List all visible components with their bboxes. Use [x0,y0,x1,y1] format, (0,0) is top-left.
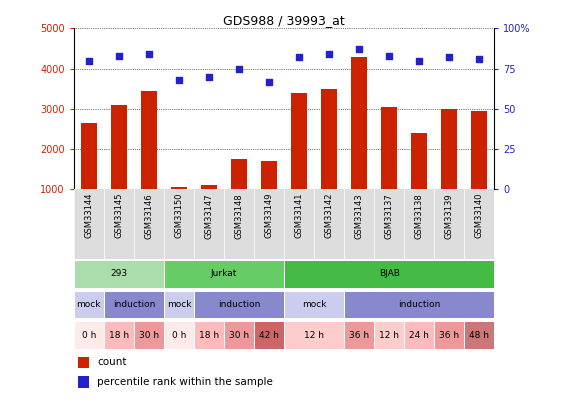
Text: 36 h: 36 h [349,331,369,340]
Text: percentile rank within the sample: percentile rank within the sample [97,377,273,387]
Point [385,53,394,59]
Bar [170,188,187,230]
Text: GSM33143: GSM33143 [354,193,364,239]
Bar [164,322,194,349]
Text: induction: induction [398,300,440,309]
Bar [434,322,464,349]
Bar [441,109,457,230]
Bar [74,291,104,318]
Text: GSM33146: GSM33146 [144,193,153,239]
Point [294,54,303,61]
Bar [284,291,344,318]
Bar [78,356,89,369]
Text: 36 h: 36 h [439,331,459,340]
Bar [291,93,307,230]
Text: 48 h: 48 h [469,331,489,340]
Point [174,77,183,83]
Text: GSM33138: GSM33138 [415,193,424,239]
Bar [321,89,337,230]
Bar [78,376,89,388]
Text: GSM33150: GSM33150 [174,193,183,239]
Text: GSM33149: GSM33149 [265,193,273,239]
Text: induction: induction [112,300,155,309]
Bar [134,322,164,349]
Point [475,56,484,62]
Text: GSM33144: GSM33144 [85,193,93,239]
Text: GSM33141: GSM33141 [295,193,303,239]
Bar [284,260,494,288]
Text: BJAB: BJAB [379,269,399,278]
Bar [111,105,127,230]
Bar [404,322,434,349]
Bar [104,322,134,349]
Text: 0 h: 0 h [172,331,186,340]
Bar [231,159,247,230]
Text: GSM33139: GSM33139 [445,193,454,239]
Bar [104,291,164,318]
Point [445,54,454,61]
Text: 0 h: 0 h [82,331,96,340]
Text: mock: mock [77,300,101,309]
Text: 42 h: 42 h [259,331,279,340]
Text: GSM33145: GSM33145 [114,193,123,239]
Point [114,53,123,59]
Bar [284,322,344,349]
Text: 30 h: 30 h [139,331,159,340]
Point [84,58,93,64]
Bar [141,91,157,230]
Point [324,51,333,58]
Text: 12 h: 12 h [304,331,324,340]
Point [354,46,364,53]
Bar [74,260,164,288]
Bar [344,322,374,349]
Text: GSM33137: GSM33137 [385,193,394,239]
Bar [411,133,427,230]
Point [144,51,153,58]
Text: induction: induction [218,300,260,309]
Bar [344,291,494,318]
Text: 12 h: 12 h [379,331,399,340]
Text: mock: mock [166,300,191,309]
Bar [164,291,194,318]
Title: GDS988 / 39993_at: GDS988 / 39993_at [223,14,345,27]
Text: 293: 293 [110,269,127,278]
Text: 18 h: 18 h [199,331,219,340]
Text: mock: mock [302,300,326,309]
Point [265,78,274,85]
Bar [261,161,277,230]
Bar [471,111,487,230]
Bar [164,260,284,288]
Bar [74,322,104,349]
Text: count: count [97,358,127,367]
Text: GSM33140: GSM33140 [475,193,483,239]
Point [415,58,424,64]
Text: GSM33148: GSM33148 [235,193,244,239]
Text: 24 h: 24 h [409,331,429,340]
Bar [194,291,284,318]
Bar [464,322,494,349]
Bar [254,322,284,349]
Bar [374,322,404,349]
Bar [351,57,367,230]
Bar [224,322,254,349]
Text: GSM33147: GSM33147 [204,193,214,239]
Text: GSM33142: GSM33142 [324,193,333,239]
Text: 30 h: 30 h [229,331,249,340]
Bar [381,107,398,230]
Bar [201,185,217,230]
Point [235,65,244,72]
Text: Jurkat: Jurkat [211,269,237,278]
Point [204,73,214,80]
Text: 18 h: 18 h [109,331,129,340]
Bar [194,322,224,349]
Bar [81,123,97,230]
